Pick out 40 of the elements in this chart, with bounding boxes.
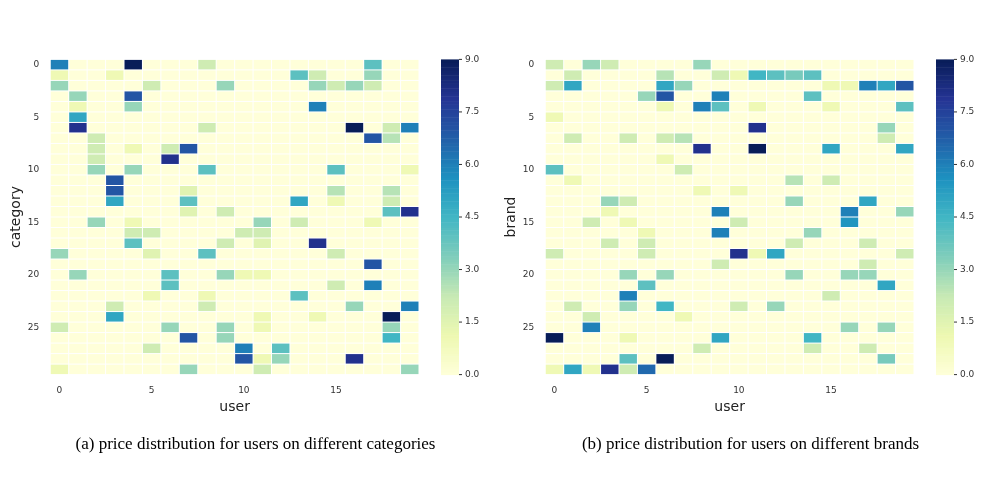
x-tick-label: 10 (733, 385, 745, 396)
x-tick-label: 10 (238, 385, 250, 396)
color-bar-label: 9.0 (960, 53, 975, 64)
color-bar-label: 4.5 (960, 211, 975, 222)
y-tick-label: 5 (528, 111, 535, 122)
y-tick-label: 25 (27, 321, 40, 332)
y-tick-label: 15 (522, 216, 535, 227)
y-tick-label: 10 (27, 164, 40, 175)
color-bar-label: 6.0 (465, 158, 480, 169)
y-tick-label: 0 (528, 59, 535, 69)
text: (b) price distribution for users on different brands (581, 434, 920, 454)
color-bar-label: 4.5 (465, 211, 480, 222)
color-bar-label: 7.5 (960, 106, 975, 117)
y-axis-title: brand (502, 196, 519, 238)
color-bar-label: 1.5 (960, 316, 975, 327)
text: (a) price distribution for users on different categories (75, 434, 436, 454)
y-tick-label: 5 (33, 111, 40, 122)
color-bar-label: 0.0 (960, 368, 975, 379)
x-tick-label: 0 (551, 385, 558, 396)
y-tick-label: 20 (522, 269, 535, 280)
x-tick-label: 5 (148, 385, 155, 396)
x-tick-label: 5 (643, 385, 650, 396)
y-tick-label: 20 (27, 269, 40, 280)
x-tick-label: 0 (56, 385, 63, 396)
color-bar-label: 6.0 (960, 158, 975, 169)
x-tick-label: 15 (330, 385, 342, 396)
color-bar-label: 3.0 (960, 263, 975, 274)
color-bar-label: 7.5 (465, 106, 480, 117)
x-tick-label: 15 (825, 385, 837, 396)
y-tick-label: 10 (522, 164, 535, 175)
color-bar-label: 9.0 (465, 53, 480, 64)
color-bar-label: 0.0 (465, 368, 480, 379)
y-axis-title: category (7, 186, 24, 248)
y-tick-label: 25 (522, 321, 535, 332)
x-axis-title: user (714, 398, 746, 415)
y-tick-label: 15 (27, 216, 40, 227)
color-bar-label: 1.5 (465, 316, 480, 327)
color-bar-label: 3.0 (465, 263, 480, 274)
x-axis-title: user (219, 398, 251, 415)
y-tick-label: 0 (33, 59, 40, 69)
